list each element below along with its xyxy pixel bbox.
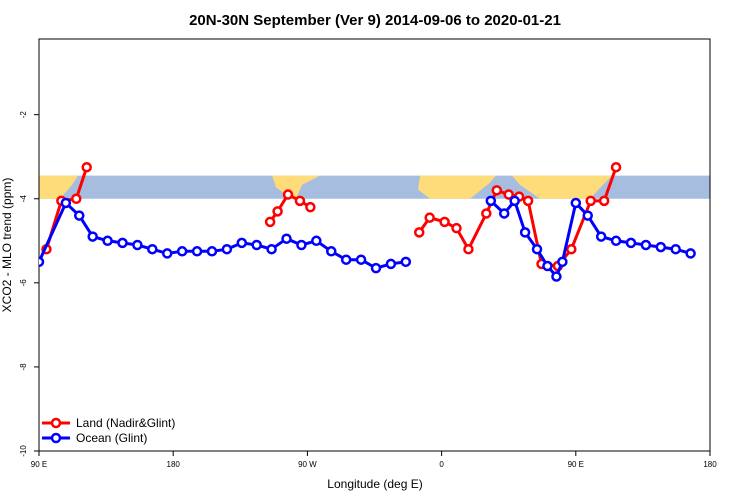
series-ocean-point (39, 256, 45, 268)
series-ocean-point (74, 210, 85, 221)
series-land-point (566, 243, 577, 255)
series-ocean-point (326, 246, 337, 257)
legend-ocean-label: Ocean (Glint) (76, 431, 147, 445)
series-land-point (481, 208, 492, 219)
legend-land-label: Land (Nadir&Glint) (76, 416, 175, 430)
series-ocean-point (610, 235, 622, 247)
series-ocean-point (206, 246, 218, 257)
series-ocean-point (87, 231, 98, 242)
series-layer (39, 161, 696, 282)
series-ocean-point (570, 197, 582, 209)
y-tick-label: -2 (19, 111, 28, 119)
x-tick-label: 180 (703, 460, 717, 469)
legend: Land (Nadir&Glint) Ocean (Glint) (42, 416, 175, 445)
series-land-point (294, 195, 306, 207)
series-ocean-point (485, 195, 497, 207)
series-ocean-point (370, 262, 382, 274)
series-ocean-point (595, 231, 607, 242)
legend-ocean-marker (50, 432, 62, 444)
series-land-point (305, 201, 316, 213)
series-ocean-point (519, 227, 531, 238)
y-tick-label: -8 (19, 363, 28, 371)
x-tick-label: 180 (167, 460, 181, 469)
y-axis: -10 -8 -6 -4 -2 (19, 111, 39, 457)
series-land-point (81, 161, 92, 173)
series-ocean-point (176, 246, 188, 257)
series-ocean-point (670, 243, 681, 255)
y-axis-label: XCO2 - MLO trend (ppm) (0, 178, 14, 313)
x-axis-label: Longitude (deg E) (327, 477, 422, 491)
series-ocean-point (132, 239, 143, 251)
series-land-point (413, 227, 425, 238)
series-land-point (503, 189, 514, 200)
series-ocean-point (582, 210, 593, 221)
series-ocean-point (60, 197, 72, 209)
series-ocean-point (542, 260, 553, 272)
series-ocean (39, 195, 696, 282)
series-land-point (424, 212, 435, 223)
world-map-band (39, 175, 710, 199)
series-ocean-point (251, 239, 262, 251)
series-ocean-point (296, 239, 307, 251)
legend-land-marker (50, 417, 62, 429)
land-shape (512, 175, 612, 199)
x-tick-label: 90 E (31, 460, 47, 469)
series-ocean-point (117, 237, 128, 249)
series-ocean-point (191, 246, 203, 257)
series-ocean-point (400, 256, 412, 268)
series-ocean-point (221, 243, 233, 255)
y-tick-label: -6 (19, 279, 28, 287)
series-ocean-point (640, 239, 652, 251)
series-land-line (418, 166, 618, 268)
land-shape (39, 175, 78, 199)
x-axis: 90 E 180 90 W 0 90 E 180 (31, 451, 717, 469)
series-ocean-point (311, 235, 322, 247)
y-tick-label: -10 (19, 445, 28, 457)
series-land-point (598, 195, 610, 207)
series-ocean-point (531, 243, 543, 255)
series-land-point (272, 206, 283, 217)
x-tick-label: 0 (439, 460, 444, 469)
series-land-point (491, 185, 503, 196)
series-land-point (282, 189, 294, 200)
series-land-point (585, 195, 596, 207)
series-land-point (71, 193, 82, 205)
series-land-point (264, 216, 276, 228)
series-ocean-point (685, 248, 696, 259)
land-shape (418, 175, 496, 199)
series-ocean-point (161, 248, 173, 259)
series-land-point (439, 216, 450, 228)
series-land-point (522, 195, 534, 207)
series-ocean-point (498, 208, 510, 219)
series-land-point (463, 243, 474, 255)
series-ocean-point (557, 256, 568, 268)
chart-title: 20N-30N September (Ver 9) 2014-09-06 to … (189, 12, 561, 29)
y-tick-label: -4 (19, 195, 28, 203)
series-ocean-point (236, 237, 248, 249)
series-ocean-point (509, 195, 520, 207)
series-ocean-point (655, 241, 667, 253)
series-ocean-point (102, 235, 113, 247)
series-land-point (610, 161, 622, 173)
x-tick-label: 90 W (298, 460, 317, 469)
series-ocean-point (281, 233, 292, 244)
series-ocean-point (355, 254, 367, 265)
series-ocean-point (625, 237, 637, 249)
series-ocean-point (266, 243, 277, 255)
series-land-point (451, 222, 462, 234)
series-land (41, 161, 622, 272)
x-tick-label: 90 E (568, 460, 584, 469)
plot-frame (38, 38, 711, 452)
series-ocean-point (551, 271, 562, 282)
series-ocean-point (340, 254, 352, 265)
series-ocean-point (385, 258, 397, 270)
series-ocean-point (147, 243, 158, 255)
